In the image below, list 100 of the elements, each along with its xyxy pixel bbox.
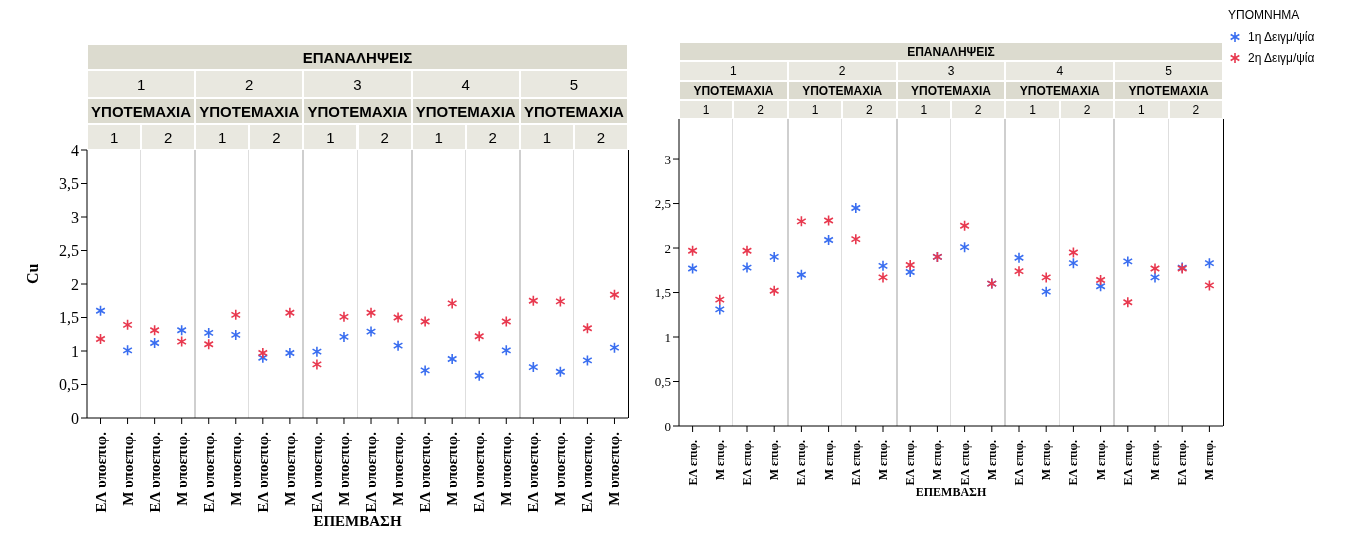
x-axis-title: ΕΠΕΜΒΑΣΗ <box>313 513 402 529</box>
x-tick-label: Μ επιφ. <box>1093 440 1108 481</box>
x-tick-label: ΕΛ επιφ. <box>903 440 918 486</box>
text: 2 <box>466 125 519 149</box>
text: 2 <box>196 71 303 97</box>
x-tick-label: ΕΛ υποεπιφ. <box>579 431 596 513</box>
x-tick-label: ΕΛ υποεπιφ. <box>308 431 325 513</box>
x-tick-label: Μ επιφ. <box>712 440 727 481</box>
y-tick-label: 3,5 <box>59 175 79 193</box>
x-tick-label: ΕΛ υποεπιφ. <box>146 431 163 513</box>
text: 2 <box>1060 101 1114 118</box>
x-tick-label: ΕΛ υποεπιφ. <box>92 431 109 513</box>
x-tick-label: ΕΛ επιφ. <box>1120 440 1135 486</box>
text: 1 <box>196 125 249 149</box>
text: ΥΠΟΤΕΜΑΧΙΑ <box>1115 82 1222 99</box>
text: ΕΠΑΝΑΛΗΨΕΙΣ <box>88 45 627 69</box>
x-tick-label: Μ υποεπιφ. <box>552 431 569 506</box>
x-tick-label: ΕΛ επιφ. <box>1066 440 1081 486</box>
x-tick-label: ΕΛ επιφ. <box>1012 440 1026 486</box>
x-tick-label: ΕΛ επιφ. <box>740 440 754 486</box>
x-tick-label: Μ υποεπιφ. <box>390 431 407 506</box>
text: 2 <box>358 125 411 149</box>
text: ΕΠΑΝΑΛΗΨΕΙΣ <box>680 43 1222 60</box>
text: ΥΠΟΤΕΜΑΧΙΑ <box>897 82 1005 99</box>
y-tick-label: 3 <box>664 151 671 167</box>
y-tick-label: 1 <box>664 329 671 345</box>
x-tick-label: Μ επιφ. <box>876 440 890 481</box>
text: ΥΠΟΤΕΜΑΧΙΑ <box>1006 82 1114 99</box>
legend-title: ΥΠΟΜΝΗΜΑ <box>1228 8 1301 22</box>
text: ΥΠΟΤΕΜΑΧΙΑ <box>412 99 519 123</box>
y-tick-label: 2 <box>71 275 79 293</box>
x-tick-label: ΕΛ υποεπιφ. <box>525 431 542 513</box>
y-tick-label: 1,5 <box>59 309 79 327</box>
text: 5 <box>520 71 627 97</box>
text: ΥΠΟΤΕΜΑΧΙΑ <box>304 99 411 123</box>
text: 2 <box>843 101 896 118</box>
text: ΥΠΟΤΕΜΑΧΙΑ <box>788 82 896 99</box>
x-tick-label: Μ υποεπιφ. <box>119 431 136 506</box>
text: 1 <box>412 125 465 149</box>
x-tick-label: Μ υποεπιφ. <box>444 431 461 506</box>
text: 3 <box>304 71 411 97</box>
x-tick-label: ΕΛ υποεπιφ. <box>363 431 380 513</box>
x-tick-label: ΕΛ υποεπιφ. <box>471 431 488 513</box>
text: 4 <box>1006 62 1114 80</box>
y-tick-label: 0,5 <box>59 376 79 394</box>
text: 5 <box>1115 62 1222 80</box>
x-tick-label: ΕΛ επιφ. <box>794 440 809 486</box>
text: 2 <box>574 125 627 149</box>
text: 1 <box>1006 101 1059 118</box>
x-tick-label: Μ επιφ. <box>821 440 836 481</box>
text: ΥΠΟΤΕΜΑΧΙΑ <box>88 99 195 123</box>
y-tick-label: 2 <box>664 240 671 256</box>
text: 2 <box>142 125 195 149</box>
text: ΥΠΟΤΕΜΑΧΙΑ <box>196 99 303 123</box>
legend-label: 2η Δειγμ/ψία <box>1248 51 1315 65</box>
text: 3 <box>897 62 1005 80</box>
x-tick-label: Μ επιφ. <box>1039 440 1054 481</box>
text: 2 <box>250 125 303 149</box>
x-tick-label: ΕΛ υποεπιφ. <box>200 431 217 513</box>
y-tick-label: 0 <box>71 409 79 427</box>
x-tick-label: Μ υποεπιφ. <box>498 431 515 506</box>
text: 1 <box>1115 101 1168 118</box>
text: 1 <box>680 101 733 118</box>
text: 2 <box>952 101 1005 118</box>
x-tick-label: Μ υποεπιφ. <box>281 431 298 506</box>
text: 1 <box>788 101 842 118</box>
text: 2 <box>1169 101 1222 118</box>
x-tick-label: ΕΛ υποεπιφ. <box>417 431 434 513</box>
text: ΥΠΟΤΕΜΑΧΙΑ <box>680 82 787 99</box>
x-tick-label: Μ υποεπιφ. <box>173 431 190 506</box>
x-tick-label: Μ επιφ. <box>930 440 945 481</box>
x-tick-label: Μ υποεπιφ. <box>335 431 352 506</box>
text: 4 <box>412 71 519 97</box>
x-tick-label: Μ υποεπιφ. <box>606 431 623 506</box>
x-tick-label: ΕΛ επιφ. <box>848 440 863 486</box>
x-tick-label: ΕΛ επιφ. <box>685 440 700 486</box>
y-tick-label: 4 <box>71 141 79 159</box>
y-tick-label: 0 <box>664 418 671 434</box>
text: 1 <box>88 125 141 149</box>
text: ΥΠΟΤΕΜΑΧΙΑ <box>520 99 627 123</box>
y-tick-label: 3 <box>71 208 79 226</box>
x-tick-label: ΕΛ υποεπιφ. <box>254 431 271 513</box>
text: 1 <box>88 71 195 97</box>
x-tick-label: Μ επιφ. <box>1202 440 1217 481</box>
x-tick-label: ΕΛ επιφ. <box>957 440 972 486</box>
x-tick-label: Μ επιφ. <box>984 440 999 481</box>
y-tick-label: 2,5 <box>654 196 671 212</box>
x-tick-label: ΕΛ επιφ. <box>1175 440 1190 486</box>
x-axis-title: ΕΠΕΜΒΑΣΗ <box>915 485 987 499</box>
text: 2 <box>734 101 787 118</box>
text: 1 <box>897 101 950 118</box>
y-tick-label: 1,5 <box>654 285 671 301</box>
text: 1 <box>680 62 787 80</box>
x-tick-label: Μ επιφ. <box>767 440 782 481</box>
y-tick-label: 0,5 <box>654 374 671 390</box>
y-tick-label: 2,5 <box>59 242 79 260</box>
text: 1 <box>520 125 573 149</box>
y-axis-title: Cu <box>23 263 41 284</box>
text: 1 <box>304 125 357 149</box>
legend-label: 1η Δειγμ/ψία <box>1248 30 1315 44</box>
